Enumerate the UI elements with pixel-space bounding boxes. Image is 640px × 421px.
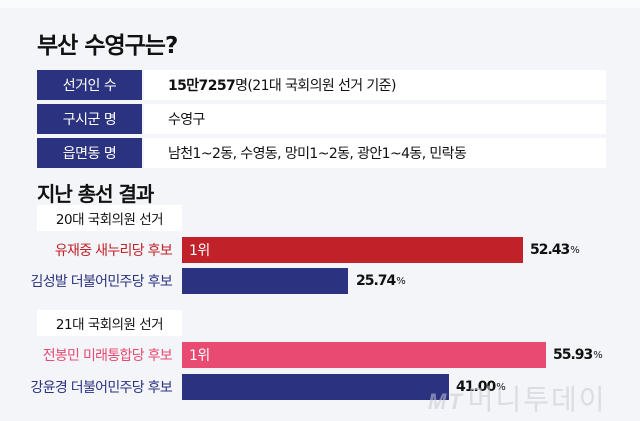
- candidate-label: 김성발 더불어민주당 후보: [30, 274, 173, 290]
- info-value-bold: 15만7257: [168, 78, 236, 94]
- election-label-20: 20대 국회의원 선거: [37, 205, 182, 231]
- info-value-text: 남천1~2동, 수영동, 망미1~2동, 광안1~4동, 민락동: [168, 146, 467, 162]
- percent-sign: %: [593, 349, 602, 361]
- rank-badge: 1위: [189, 243, 210, 259]
- watermark-text: 머니투데이: [467, 384, 607, 415]
- percent-sign: %: [396, 275, 405, 287]
- section-title: 지난 총선 결과: [37, 182, 154, 206]
- bar-20-second: [182, 268, 348, 294]
- info-row-voters: 선거인 수 15만7257 명(21대 국회의원 선거 기준): [37, 70, 606, 100]
- candidate-label: 전봉민 미래통합당 후보: [42, 348, 173, 364]
- election-label-21: 21대 국회의원 선거: [37, 310, 182, 336]
- info-value-text: 수영구: [168, 112, 205, 128]
- bar-value: 55.93%: [553, 342, 603, 368]
- bar-20-first: 1위: [182, 237, 523, 263]
- info-label: 구시군 명: [37, 104, 142, 134]
- page-title: 부산 수영구는?: [37, 33, 178, 59]
- value-number: 41.00: [456, 379, 496, 395]
- rank-badge: 1위: [189, 348, 210, 364]
- bar-21-first: 1위: [182, 342, 546, 368]
- info-value-text: 명(21대 국회의원 선거 기준): [235, 78, 396, 94]
- value-number: 55.93: [553, 347, 593, 363]
- bar-21-second: [182, 374, 449, 400]
- info-row-district: 구시군 명 수영구: [37, 104, 606, 134]
- bar-value: 41.00%: [456, 374, 506, 400]
- percent-sign: %: [496, 381, 505, 393]
- info-row-dongs: 읍면동 명 남천1~2동, 수영동, 망미1~2동, 광안1~4동, 민락동: [37, 138, 606, 168]
- value-number: 25.74: [356, 273, 396, 289]
- info-label: 선거인 수: [37, 70, 142, 100]
- watermark: MT 머니투데이: [428, 378, 607, 418]
- watermark-logo: MT: [428, 389, 464, 414]
- candidate-label: 유재중 새누리당 후보: [54, 243, 173, 259]
- info-value: 남천1~2동, 수영동, 망미1~2동, 광안1~4동, 민락동: [144, 138, 606, 168]
- candidate-label: 강윤경 더불어민주당 후보: [30, 380, 173, 396]
- value-number: 52.43: [530, 242, 570, 258]
- percent-sign: %: [570, 244, 579, 256]
- info-value: 수영구: [144, 104, 606, 134]
- bar-value: 52.43%: [530, 237, 580, 263]
- bar-value: 25.74%: [356, 268, 406, 294]
- info-label: 읍면동 명: [37, 138, 142, 168]
- top-strip: [0, 0, 640, 8]
- info-value: 15만7257 명(21대 국회의원 선거 기준): [144, 70, 606, 100]
